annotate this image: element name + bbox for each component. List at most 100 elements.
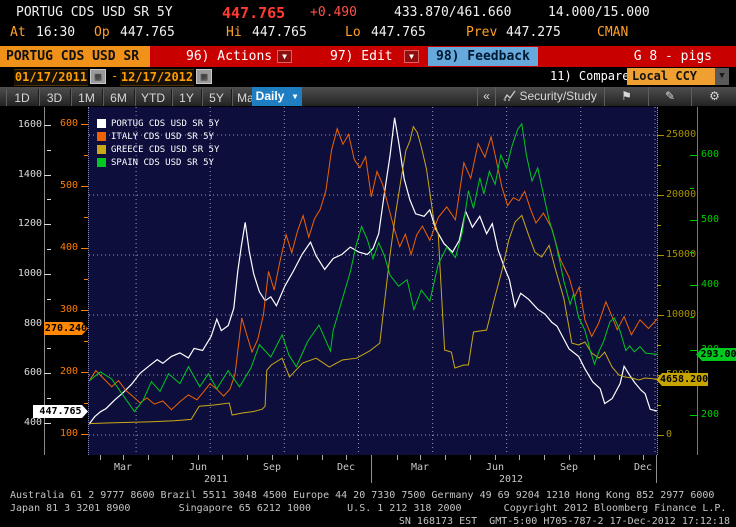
axis-label-left_outer: 1000 <box>17 268 42 279</box>
axis-minortick-left_outer <box>47 199 51 200</box>
actions-dropdown-icon[interactable]: ▼ <box>277 50 292 63</box>
range-tab-5y[interactable]: 5Y <box>202 89 232 108</box>
portugal-cds-line <box>88 117 658 425</box>
axis-minortick-right_outer <box>690 188 694 189</box>
x-axis-month-tick <box>445 455 446 460</box>
currency-select[interactable]: Local CCY <box>627 68 715 85</box>
x-axis-month-label: Dec <box>633 462 653 473</box>
start-date-input[interactable]: 01/17/2011 <box>14 69 88 86</box>
x-axis-month-label: Mar <box>410 462 430 473</box>
prev-value: 447.275 <box>506 25 561 40</box>
compare-button[interactable]: 11) Compare <box>550 69 630 83</box>
axis-label-left_inner: 200 <box>59 366 78 377</box>
axis-label-left_inner: 300 <box>59 304 78 315</box>
legend-item-spain[interactable]: SPAIN CDS USD SR 5Y <box>97 151 219 168</box>
high-label: Hi <box>226 25 242 40</box>
x-axis-month-tick <box>420 455 421 460</box>
range-tab-ytd[interactable]: YTD <box>135 89 172 108</box>
x-axis-month-tick <box>495 455 496 460</box>
period-dropdown-icon[interactable]: ▼ <box>288 87 302 106</box>
chart-legend: PORTUG CDS USD SR 5Y ITALY CDS USD SR 5Y G… <box>97 112 219 168</box>
axis-tick-left_inner <box>81 248 88 249</box>
edit-dropdown-icon[interactable]: ▼ <box>404 50 419 63</box>
x-axis-month-tick <box>346 455 347 460</box>
collapse-button[interactable]: « <box>477 87 496 106</box>
quote-strip-row2: At 16:30 Op 447.765 Hi 447.765 Lo 447.76… <box>0 25 736 43</box>
axis-tick-right_inner <box>657 255 664 256</box>
range-tab-6m[interactable]: 6M <box>103 89 135 108</box>
chart-icon <box>503 90 516 101</box>
chart-region: PORTUG CDS USD SR 5Y ITALY CDS USD SR 5Y G… <box>0 106 736 487</box>
x-axis-month-tick <box>322 455 323 460</box>
quote-strip: PORTUG CDS USD SR 5Y 447.765 +0.490 433.… <box>0 3 736 23</box>
settings-gear-icon[interactable]: ⚙ <box>691 87 736 106</box>
axis-tick-left_inner <box>81 310 88 311</box>
axis-minortick-left_outer <box>47 348 51 349</box>
security-study-button[interactable]: Security/Study <box>495 87 605 106</box>
x-axis-month-tick <box>222 455 223 460</box>
axis-tick-left_outer <box>44 423 51 424</box>
start-date-calendar-icon[interactable]: ▦ <box>90 69 106 84</box>
axis-tick-left_inner <box>81 186 88 187</box>
right_outer-axis-line <box>697 107 698 455</box>
axis-tick-left_inner <box>81 434 88 435</box>
legend-label: ITALY CDS USD SR 5Y <box>111 132 214 142</box>
axis-tick-right_outer <box>690 415 697 416</box>
edit-menu[interactable]: 97) Edit <box>330 49 393 64</box>
legend-item-greece[interactable]: GREECE CDS USD SR 5Y <box>97 138 219 155</box>
axis-label-right_inner: 25000 <box>666 129 697 140</box>
axis-minortick-left_outer <box>47 398 51 399</box>
axis-label-right_inner: 15000 <box>666 249 697 260</box>
end-date-input[interactable]: 12/17/2012 <box>120 69 194 86</box>
annotate-icon[interactable]: ✎ <box>648 87 692 106</box>
plot-area[interactable] <box>88 107 658 455</box>
x-axis-month-tick <box>643 455 644 460</box>
period-select[interactable]: Daily <box>252 87 288 106</box>
last-price-tag-left_inner: 270.240 <box>44 323 88 334</box>
legend-item-italy[interactable]: ITALY CDS USD SR 5Y <box>97 125 219 142</box>
axis-label-left_outer: 1400 <box>17 169 42 180</box>
x-axis-month-tick <box>272 455 273 460</box>
last-price: 447.765 <box>222 4 286 22</box>
x-axis-month-tick <box>544 455 545 460</box>
currency-dropdown-icon[interactable]: ▼ <box>715 68 729 85</box>
legend-label: SPAIN CDS USD SR 5Y <box>111 158 214 168</box>
x-axis-month-tick <box>172 455 173 460</box>
range-tab-3d[interactable]: 3D <box>39 89 71 108</box>
axis-tick-left_outer <box>44 224 51 225</box>
x-axis-month-tick <box>397 455 398 460</box>
axis-label-right_outer: 400 <box>701 279 720 290</box>
axis-tick-right_outer <box>690 220 697 221</box>
range-tab-1y[interactable]: 1Y <box>172 89 202 108</box>
legend-item-portugal[interactable]: PORTUG CDS USD SR 5Y <box>97 112 219 129</box>
feedback-button[interactable]: 98) Feedback <box>428 47 538 66</box>
axis-minortick-left_outer <box>47 249 51 250</box>
axis-minortick-left_inner <box>84 217 88 218</box>
end-date-calendar-icon[interactable]: ▦ <box>196 69 212 84</box>
footer-contact-line: Australia 61 2 9777 8600 Brazil 5511 304… <box>10 490 715 501</box>
low-label: Lo <box>345 25 361 40</box>
page-label: G 8 - pigs <box>633 49 712 64</box>
legend-swatch-greece <box>97 145 106 154</box>
x-axis-month-label: Sep <box>559 462 579 473</box>
axis-tick-right_inner <box>657 435 664 436</box>
axis-minortick-right_outer <box>690 252 694 253</box>
axis-label-right_outer: 600 <box>701 149 720 160</box>
range-tab-1d[interactable]: 1D <box>6 89 39 108</box>
security-study-label: Security/Study <box>519 89 597 103</box>
axis-tick-right_inner <box>657 315 664 316</box>
range-tab-1m[interactable]: 1M <box>71 89 103 108</box>
axis-minortick-left_outer <box>47 150 51 151</box>
x-axis-month-tick <box>619 455 620 460</box>
x-axis-year-label: 2012 <box>498 474 524 485</box>
axis-minortick-right_inner <box>657 345 661 346</box>
axis-minortick-left_inner <box>84 155 88 156</box>
axis-tick-left_inner <box>81 372 88 373</box>
footer-copyright-line: Japan 81 3 3201 8900 Singapore 65 6212 1… <box>10 503 727 514</box>
legend-swatch-italy <box>97 132 106 141</box>
actions-menu[interactable]: 96) Actions <box>186 49 273 64</box>
flag-icon[interactable]: ⚑ <box>604 87 649 106</box>
menu-bar: PORTUG CDS USD SR 96) Actions ▼ 97) Edit… <box>0 46 736 67</box>
legend-label: PORTUG CDS USD SR 5Y <box>111 119 220 129</box>
high-value: 447.765 <box>252 25 307 40</box>
